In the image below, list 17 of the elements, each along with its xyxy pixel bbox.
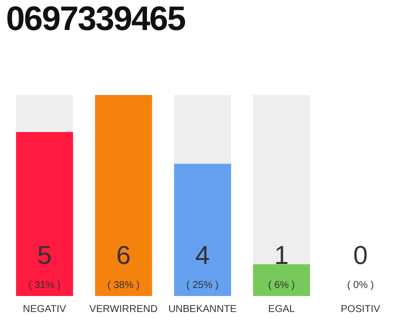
x-tick-label: UNBEKANNTE [168,304,237,315]
data-label: ( 38% ) [107,280,140,291]
data-label: ( 6% ) [268,280,295,291]
data-label: ( 0% ) [347,280,374,291]
x-tick-label: POSITIV [340,304,381,315]
annotation: 0 [353,240,368,270]
annotation: 4 [195,240,210,270]
annotation: 6 [116,240,131,270]
x-tick-label: EGAL [268,304,296,315]
annotation: 5 [37,240,52,270]
chart-title: 0697339465 [6,0,186,39]
data-label: ( 31% ) [28,280,61,291]
data-label: ( 25% ) [186,280,219,291]
x-tick-label: VERWIRREND [89,304,158,315]
bar [253,264,310,296]
annotation: 1 [274,240,289,270]
x-tick-label: NEGATIV [22,304,66,315]
